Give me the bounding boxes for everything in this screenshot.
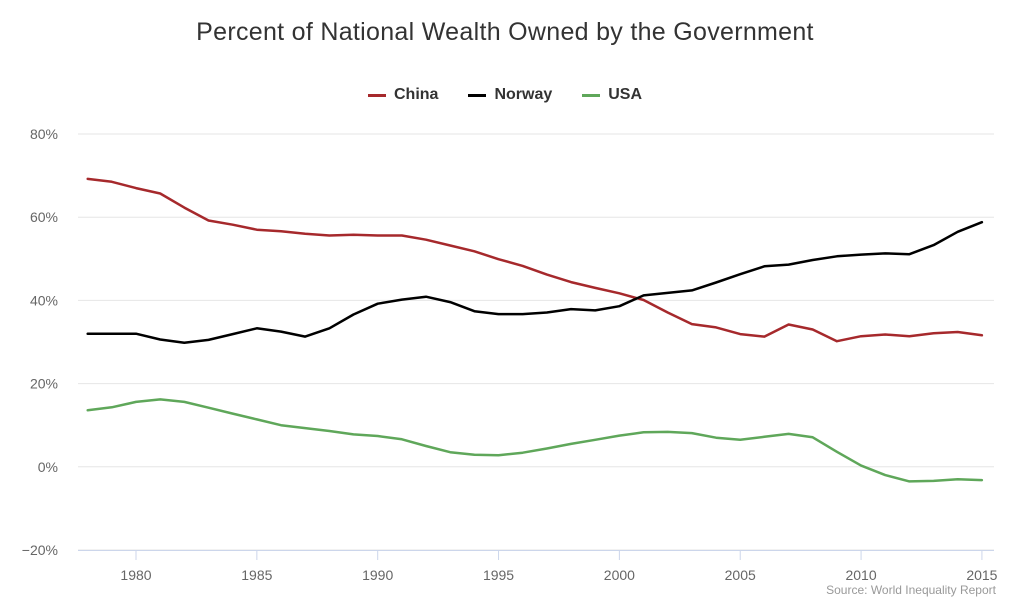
y-tick-label: 0% <box>38 459 58 475</box>
series-line-china <box>86 177 984 343</box>
y-tick-label: −20% <box>22 542 58 558</box>
y-tick-label: 20% <box>30 376 58 392</box>
x-tick-label: 1980 <box>120 567 151 583</box>
legend-label-china: China <box>393 86 439 103</box>
series-line-norway <box>86 220 984 345</box>
x-tick-label: 1990 <box>362 567 393 583</box>
y-tick-label: 40% <box>30 292 58 308</box>
x-tick-label: 2005 <box>725 567 756 583</box>
x-tick-label: 1995 <box>483 567 514 583</box>
legend-label-norway: Norway <box>494 86 553 103</box>
legend-item-norway[interactable]: Norway <box>468 86 552 104</box>
y-tick-label: 80% <box>30 126 58 142</box>
x-tick-label: 1985 <box>241 567 272 583</box>
legend-swatch-norway <box>468 93 487 97</box>
legend-label-usa: USA <box>608 86 643 103</box>
x-tick-label: 2010 <box>845 567 876 583</box>
legend-item-usa[interactable]: USA <box>582 86 642 104</box>
series-line-usa <box>86 398 984 483</box>
x-tick-label: 2000 <box>604 567 635 583</box>
x-tick-label: 2015 <box>966 567 997 583</box>
source-credit: Source: World Inequality Report <box>826 583 996 597</box>
legend: China Norway USA <box>0 86 1010 104</box>
legend-swatch-china <box>367 93 386 97</box>
legend-swatch-usa <box>582 93 601 97</box>
legend-item-china[interactable]: China <box>367 86 439 104</box>
y-tick-label: 60% <box>30 209 58 225</box>
chart-title: Percent of National Wealth Owned by the … <box>196 18 814 46</box>
